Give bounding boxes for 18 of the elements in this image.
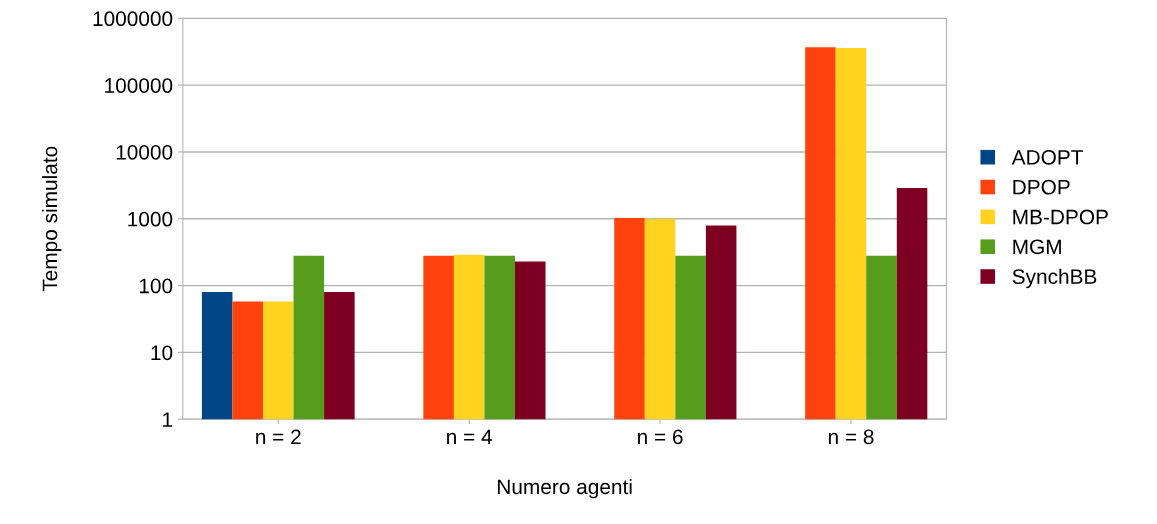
y-tick-label: 1000000 — [93, 11, 173, 27]
x-axis-title: Numero agenti — [498, 478, 632, 499]
y-axis-title: Tempo simulato — [42, 146, 62, 292]
legend-label: SynchBB — [1012, 268, 1097, 289]
y-tick-label: 10 — [151, 345, 173, 361]
legend-label: DPOP — [1013, 179, 1070, 195]
y-tick-label: 1 — [163, 412, 173, 427]
legend-label: MB-DPOP — [1013, 209, 1108, 225]
legend-label: MGM — [1013, 239, 1061, 255]
x-tick-label: n = 2 — [256, 429, 301, 445]
x-tick-label: n = 8 — [828, 429, 874, 445]
y-tick-label: 100 — [139, 278, 173, 294]
y-tick-label: 100000 — [105, 78, 173, 93]
y-tick-label: 10000 — [116, 144, 173, 160]
x-tick-label: n = 6 — [637, 429, 683, 445]
x-tick-label: n = 4 — [447, 429, 493, 445]
legend-label: ADOPT — [1011, 149, 1083, 165]
y-tick-label: 1000 — [128, 211, 173, 227]
